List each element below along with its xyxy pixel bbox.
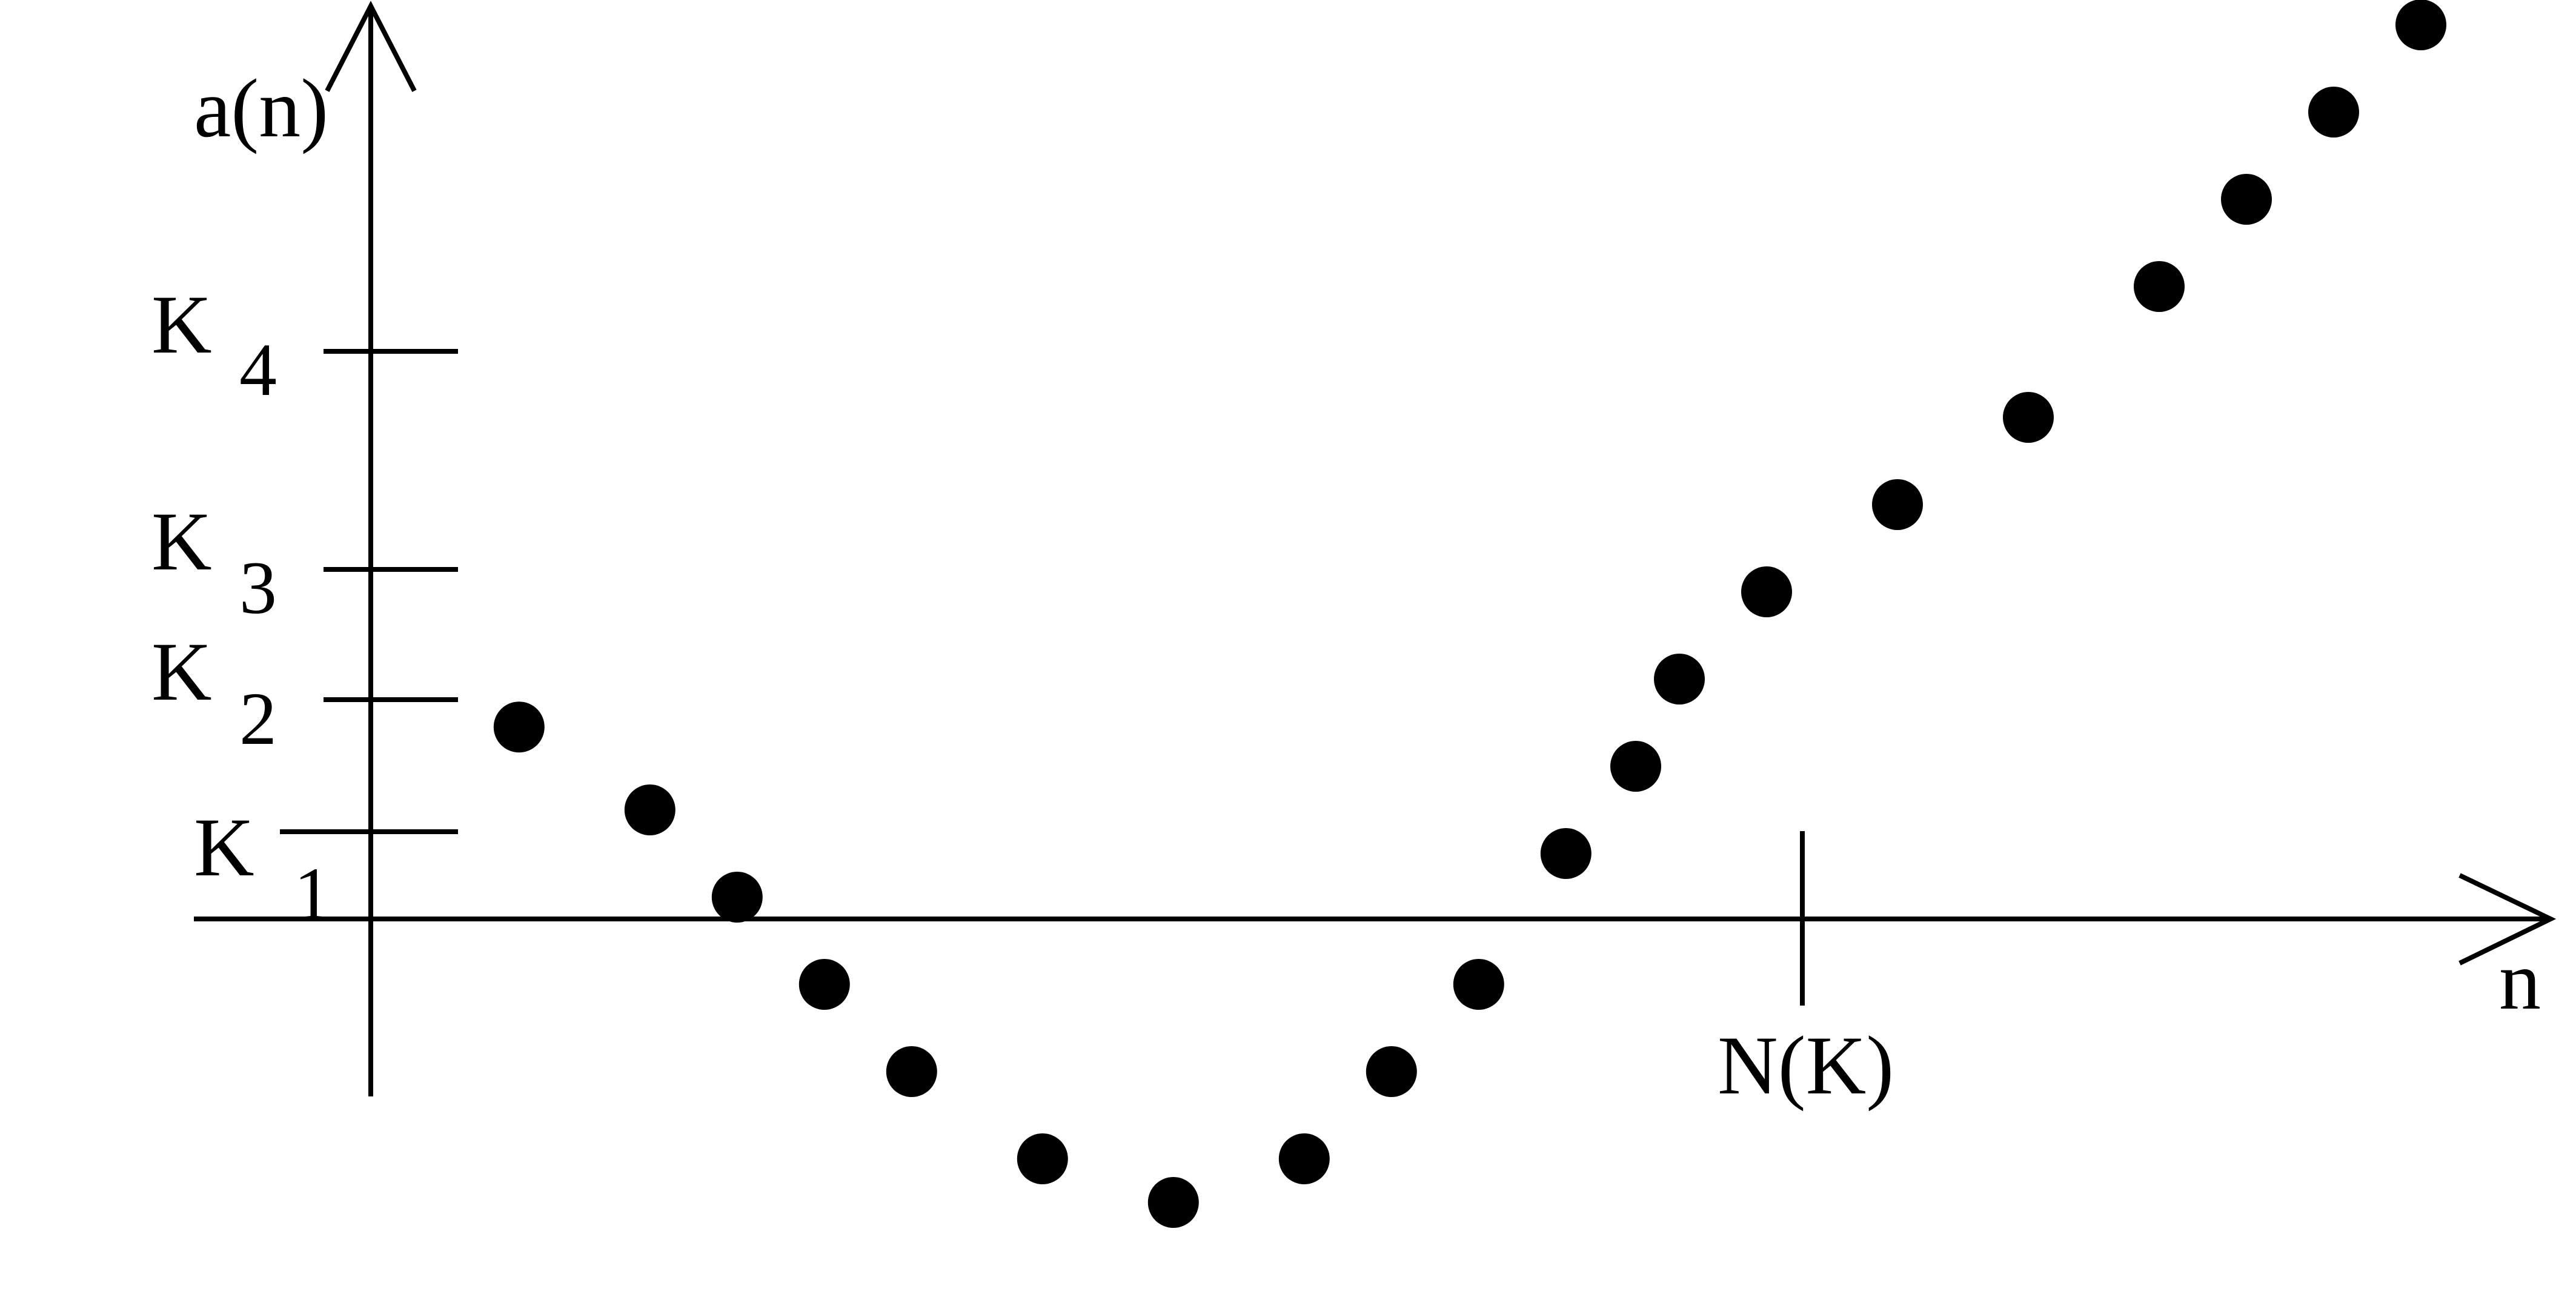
data-point bbox=[1017, 1133, 1068, 1184]
data-point bbox=[2395, 0, 2446, 50]
data-point bbox=[1741, 566, 1792, 617]
data-point bbox=[1872, 479, 1923, 530]
data-point bbox=[1278, 1133, 1330, 1184]
y-tick-main-label: K bbox=[151, 625, 212, 718]
y-tick-main-label: K bbox=[151, 278, 212, 371]
x-axis-arrowhead bbox=[2458, 873, 2557, 966]
data-point bbox=[798, 959, 850, 1010]
data-point bbox=[2003, 392, 2054, 443]
data-point bbox=[624, 784, 676, 835]
data-point bbox=[886, 1046, 937, 1097]
y-tick-subscript: 3 bbox=[239, 546, 277, 629]
y-tick-subscript: 4 bbox=[239, 328, 277, 411]
data-points bbox=[493, 0, 2446, 1228]
y-tick-k2: K 2 bbox=[151, 625, 458, 760]
x-tick-nk: N(K) bbox=[1718, 831, 1894, 1112]
y-tick-main-label: K bbox=[151, 495, 212, 588]
x-tick-label: N(K) bbox=[1718, 1019, 1894, 1112]
data-point bbox=[1147, 1177, 1199, 1228]
data-point bbox=[2134, 261, 2185, 312]
y-tick-k4: K 4 bbox=[151, 278, 458, 411]
data-point bbox=[1610, 741, 1661, 792]
y-axis-arrowhead bbox=[325, 1, 417, 92]
data-point bbox=[2221, 174, 2272, 225]
data-point bbox=[1654, 654, 1705, 705]
data-point bbox=[2308, 87, 2359, 138]
y-tick-k3: K 3 bbox=[151, 495, 458, 629]
data-point bbox=[1366, 1046, 1417, 1097]
data-point bbox=[1453, 959, 1504, 1010]
data-point bbox=[1540, 828, 1592, 879]
data-point bbox=[711, 872, 763, 923]
y-tick-k1: K 1 bbox=[194, 801, 458, 935]
x-axis-label: n bbox=[2499, 934, 2541, 1027]
y-tick-main-label: K bbox=[194, 801, 254, 894]
y-axis-label: a(n) bbox=[194, 62, 328, 154]
data-point bbox=[493, 701, 545, 753]
y-tick-subscript: 2 bbox=[239, 677, 277, 760]
y-tick-subscript: 1 bbox=[294, 852, 331, 935]
